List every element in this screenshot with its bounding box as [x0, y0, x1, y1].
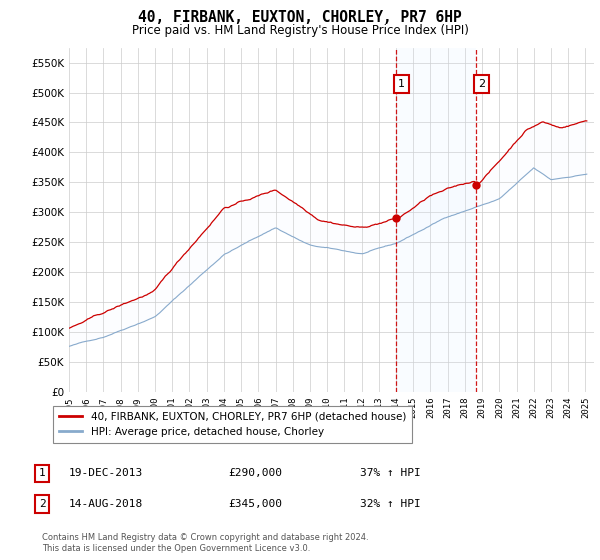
Text: 40, FIRBANK, EUXTON, CHORLEY, PR7 6HP: 40, FIRBANK, EUXTON, CHORLEY, PR7 6HP	[138, 10, 462, 25]
Text: 14-AUG-2018: 14-AUG-2018	[69, 499, 143, 509]
Text: 37% ↑ HPI: 37% ↑ HPI	[360, 468, 421, 478]
Text: Price paid vs. HM Land Registry's House Price Index (HPI): Price paid vs. HM Land Registry's House …	[131, 24, 469, 36]
Text: £290,000: £290,000	[228, 468, 282, 478]
Text: 2: 2	[38, 499, 46, 509]
Text: £345,000: £345,000	[228, 499, 282, 509]
Text: 2: 2	[478, 79, 485, 89]
Text: 1: 1	[398, 79, 405, 89]
Text: 1: 1	[38, 468, 46, 478]
Text: Contains HM Land Registry data © Crown copyright and database right 2024.
This d: Contains HM Land Registry data © Crown c…	[42, 533, 368, 553]
Text: 19-DEC-2013: 19-DEC-2013	[69, 468, 143, 478]
Legend: 40, FIRBANK, EUXTON, CHORLEY, PR7 6HP (detached house), HPI: Average price, deta: 40, FIRBANK, EUXTON, CHORLEY, PR7 6HP (d…	[53, 405, 412, 444]
Text: 32% ↑ HPI: 32% ↑ HPI	[360, 499, 421, 509]
Bar	[395, 48, 476, 392]
